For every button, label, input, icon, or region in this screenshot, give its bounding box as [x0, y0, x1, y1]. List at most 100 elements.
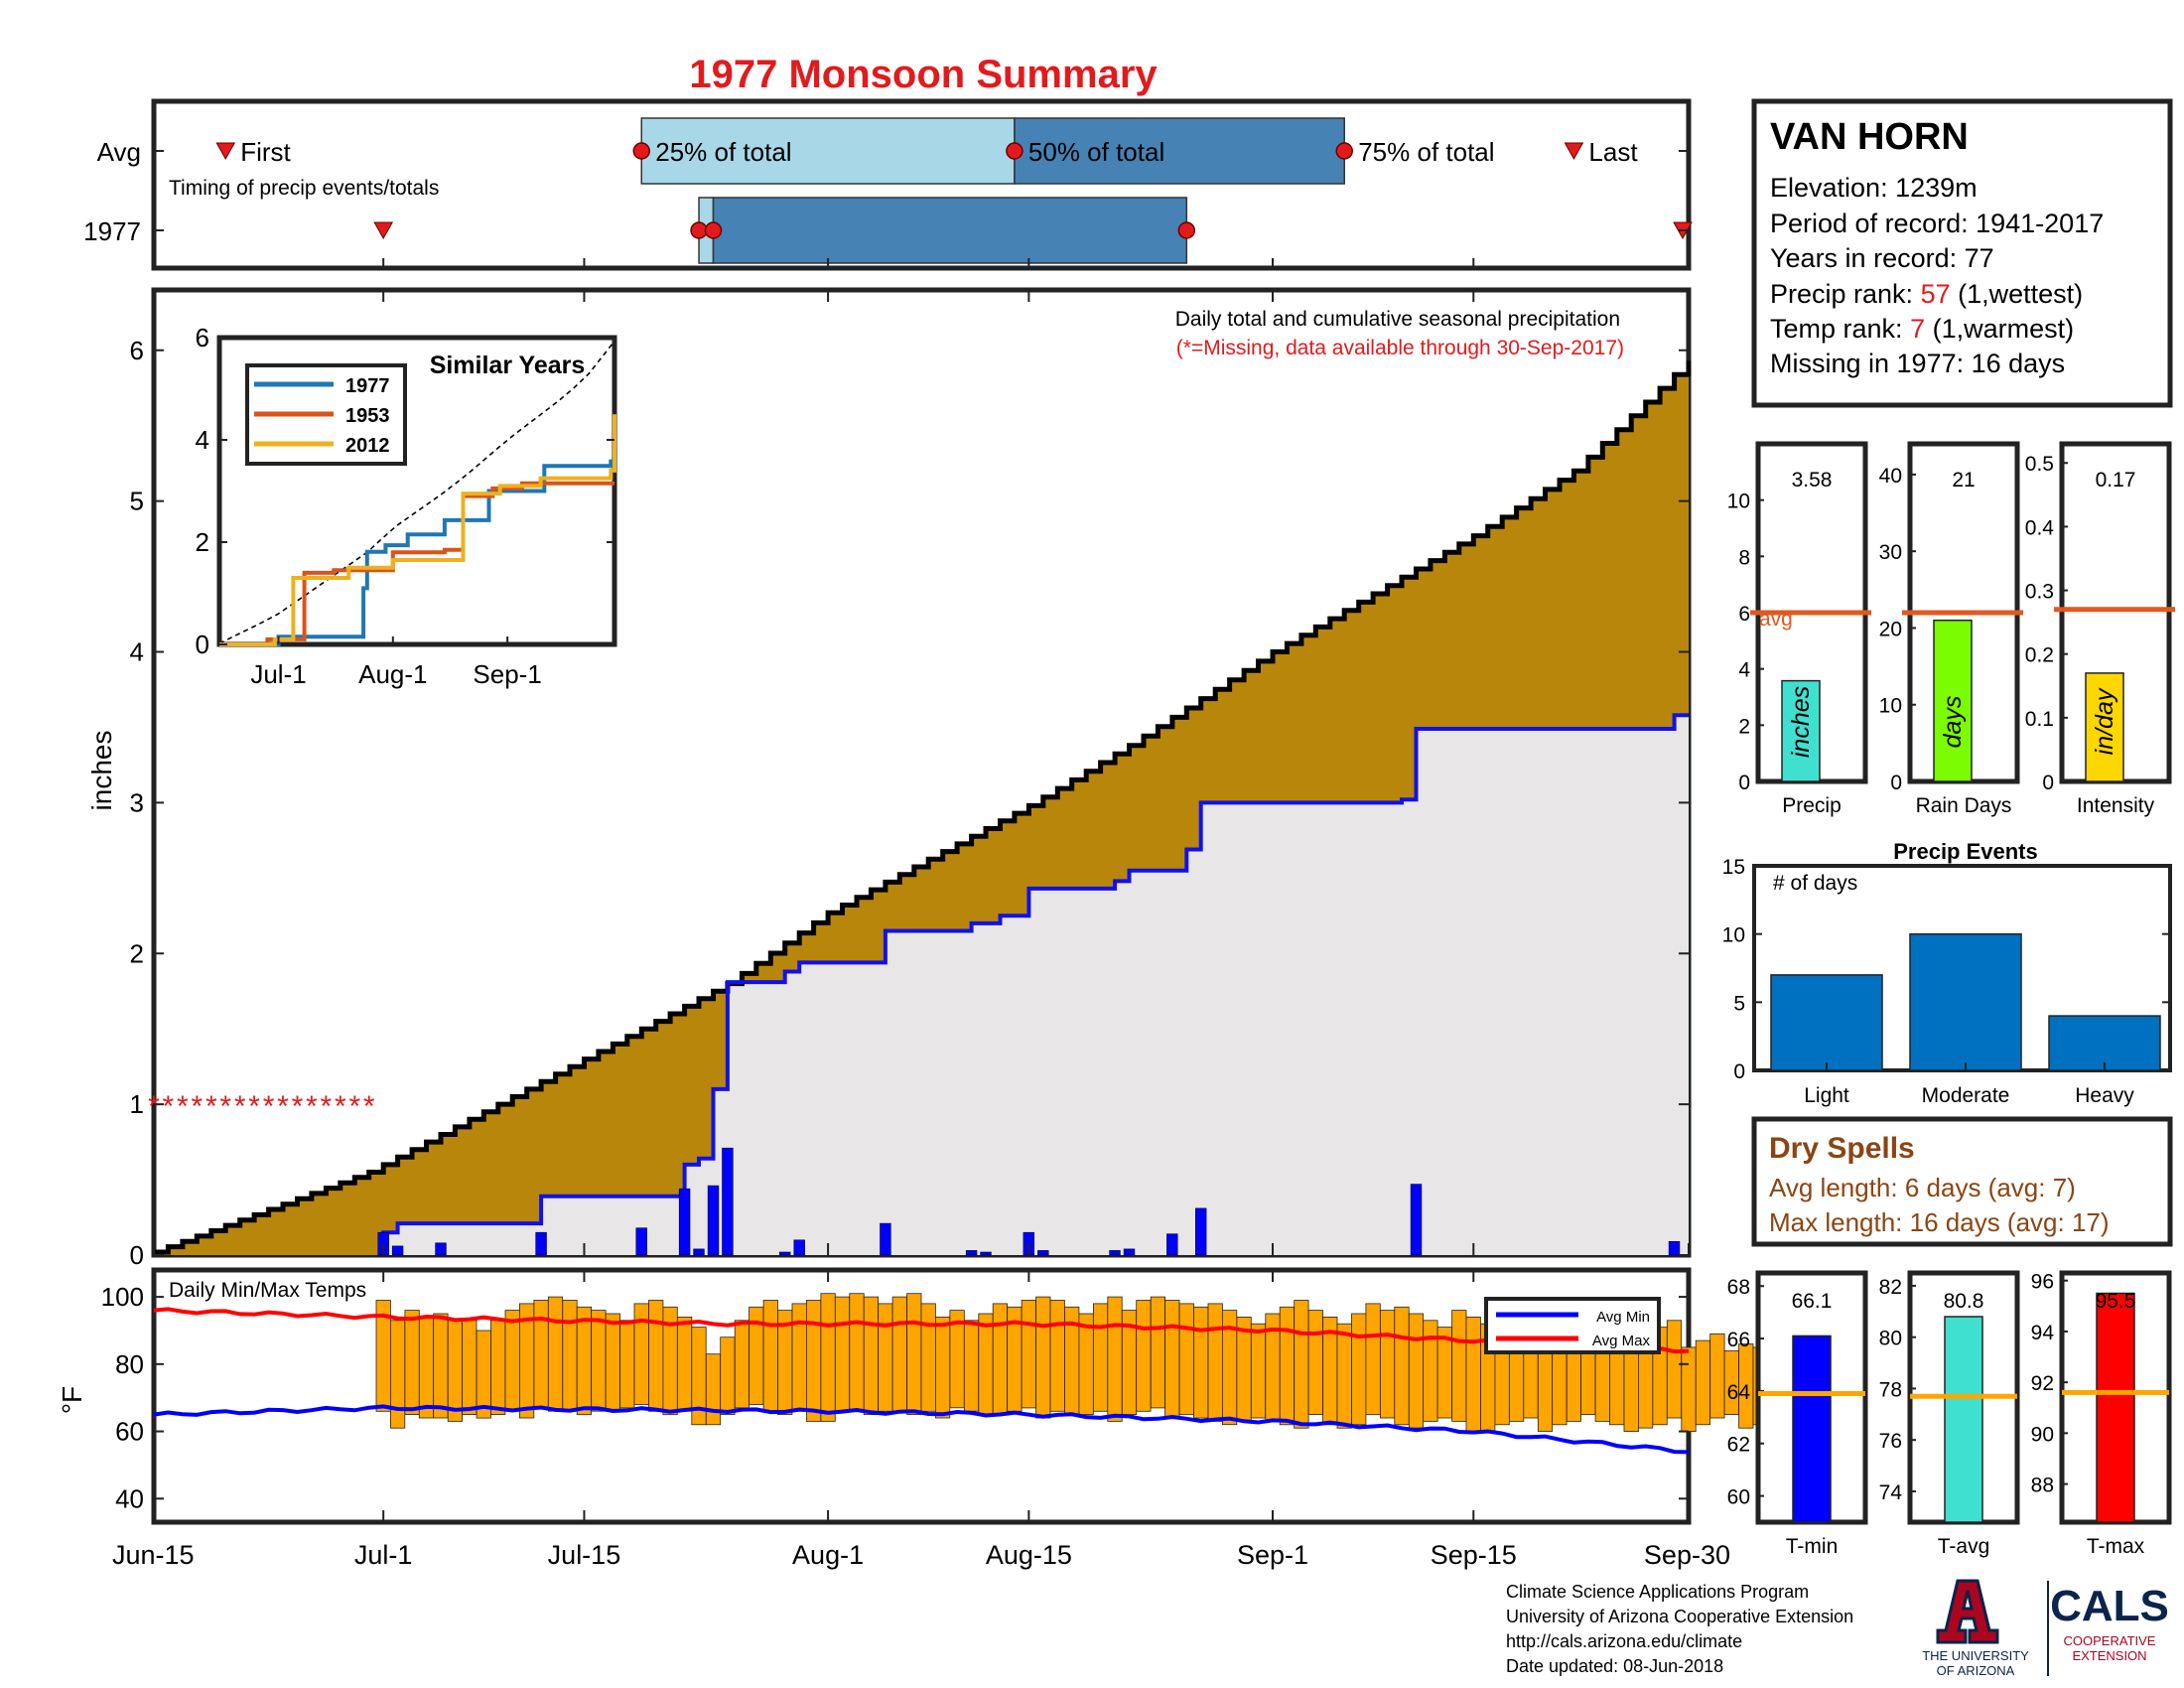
- daily-precip-bar: [635, 1227, 647, 1256]
- x-tick-label: Jul-15: [548, 1540, 621, 1570]
- missing-marker: *: [306, 1090, 318, 1123]
- temp-summary-y-tick-label: 82: [1879, 1276, 1902, 1299]
- daily-temp-bar: [720, 1336, 736, 1415]
- daily-temp-bar: [1107, 1296, 1123, 1422]
- x-tick-label: Sep-1: [1237, 1540, 1308, 1570]
- events-y-tick-label: 15: [1722, 856, 1745, 879]
- daily-temp-bar: [389, 1320, 406, 1429]
- daily-precip-bar: [793, 1239, 805, 1256]
- daily-precip-bar: [1410, 1184, 1423, 1256]
- legend-2012: 2012: [345, 435, 390, 457]
- first-label: First: [240, 137, 291, 167]
- summary-bar-0: [1781, 679, 1821, 782]
- daily-temp-bar: [1164, 1300, 1180, 1419]
- summary-bar-1: [1933, 619, 1973, 782]
- station-period: Period of record: 1941-2017: [1770, 209, 2104, 238]
- similar-years-legend: 1977 1953 2012: [245, 363, 407, 466]
- year-percentile-marker: [704, 221, 723, 239]
- daily-temp-bar: [1365, 1303, 1381, 1416]
- temp-label: Daily Min/Max Temps: [169, 1279, 366, 1302]
- daily-temp-bar: [1049, 1300, 1065, 1412]
- daily-temp-bar: [1078, 1313, 1094, 1415]
- daily-temp-bar: [1193, 1306, 1209, 1419]
- summary-y-tick-label: 0: [1738, 772, 1750, 794]
- percentile-label: 50% of total: [1028, 137, 1164, 167]
- daily-precip-bar: [1037, 1250, 1049, 1256]
- timing-panel: Avg 1977 Timing of precip events/totals …: [83, 98, 1693, 271]
- daily-temp-bar: [1021, 1300, 1036, 1409]
- temp-y-tick-label: 40: [115, 1483, 144, 1513]
- missing-marker: *: [219, 1090, 231, 1123]
- summary-y-tick-label: 0.4: [2025, 516, 2055, 539]
- events-bar-light: [1770, 974, 1883, 1071]
- x-tick-label: Sep-30: [1644, 1540, 1730, 1570]
- daily-temp-bar: [806, 1300, 822, 1422]
- avg-min-line: [153, 1404, 1690, 1455]
- daily-temp-bar: [762, 1300, 778, 1412]
- year-percentile-marker: [1177, 221, 1196, 239]
- y-tick-label: 0: [130, 1240, 144, 1270]
- daily-temp-bar: [1408, 1313, 1425, 1429]
- avg-q25-q50-box: [640, 117, 1016, 185]
- precip-events-panel: Precip Events # of days 0 5 10 15 Light Moder…: [1722, 839, 2172, 1107]
- precip-events-ylabel: # of days: [1773, 872, 1857, 895]
- missing-marker: *: [277, 1090, 289, 1123]
- inset-y-tick-label: 6: [196, 323, 209, 352]
- daily-precip-bar: [1109, 1250, 1121, 1256]
- footer-line-1: Climate Science Applications Program: [1506, 1582, 1809, 1602]
- avg-first-marker: [215, 142, 236, 161]
- daily-temp-bar: [734, 1320, 751, 1409]
- daily-temp-bar: [1695, 1339, 1710, 1426]
- footer-line-3: http://cals.arizona.edu/climate: [1506, 1631, 1742, 1651]
- missing-marker: *: [348, 1090, 360, 1123]
- timing-row-label-avg: Avg: [97, 137, 141, 167]
- x-tick-label: Aug-1: [792, 1540, 864, 1570]
- station-info: VAN HORN Elevation: 1239m Period of reco…: [1751, 98, 2173, 408]
- summary-bar-2: [2085, 672, 2124, 782]
- x-axis-labels: Jun-15 Jul-1 Jul-15 Aug-1 Aug-15 Sep-1 Sep-15 S…: [112, 1540, 1730, 1570]
- daily-temp-bar: [1150, 1296, 1165, 1409]
- events-label: Light: [1804, 1084, 1849, 1107]
- events-label: Moderate: [1922, 1084, 2010, 1107]
- daily-temp-bar: [605, 1313, 620, 1412]
- last-label: Last: [1588, 137, 1638, 167]
- station-precip-rank: Precip rank: 57 (1,wettest): [1770, 279, 2083, 309]
- events-label: Heavy: [2075, 1084, 2134, 1107]
- footer-line-4: Date updated: 08-Jun-2018: [1506, 1656, 1723, 1676]
- events-y-tick-label: 10: [1722, 924, 1745, 947]
- legend-1977: 1977: [345, 375, 390, 397]
- summary-y-tick-label: 0.2: [2025, 644, 2054, 667]
- daily-temp-bar: [1666, 1320, 1683, 1419]
- daily-temp-bar: [1681, 1346, 1697, 1433]
- inset-y-tick-label: 4: [196, 425, 209, 455]
- daily-precip-bar: [1668, 1241, 1681, 1256]
- x-tick-label: Aug-15: [986, 1540, 1072, 1570]
- percentile-label: 75% of total: [1358, 137, 1494, 167]
- daily-temp-bar: [705, 1353, 722, 1426]
- daily-precip-bar: [391, 1245, 404, 1256]
- temp-summary-bar-1: [1944, 1316, 1983, 1523]
- events-y-tick-label: 0: [1733, 1060, 1745, 1083]
- inset-y-tick-label: 2: [196, 527, 209, 557]
- y-tick-label: 6: [130, 336, 144, 365]
- station-temp-rank: Temp rank: 7 (1,warmest): [1770, 314, 2074, 344]
- summary-unit-0: inches: [1787, 686, 1815, 758]
- daily-temp-bar: [648, 1300, 664, 1412]
- daily-temp-bar: [619, 1320, 635, 1409]
- summary-label-0: Precip: [1782, 794, 1842, 817]
- dry-spells: Dry Spells Avg length: 6 days (avg: 7) M…: [1751, 1116, 2173, 1247]
- station-missing: Missing in 1977: 16 days: [1770, 349, 2065, 378]
- daily-temp-bar: [1250, 1323, 1267, 1419]
- summary-y-tick-label: 10: [1727, 491, 1750, 513]
- temp-summary-y-tick-label: 64: [1727, 1381, 1751, 1404]
- summary-y-tick-label: 8: [1738, 546, 1750, 569]
- daily-temp-bar: [404, 1310, 420, 1415]
- year-cumulative-line: [381, 713, 1689, 1255]
- summary-value-2: 0.17: [2096, 469, 2136, 492]
- precip-panel: * * * * * * * * * * * * * * * * Daily total and cumulat…: [86, 287, 1692, 1270]
- cals-wordmark: CALS: [2050, 1582, 2169, 1630]
- inset-x-tick-label: Aug-1: [358, 659, 427, 689]
- daily-precip-bar: [778, 1251, 791, 1256]
- y-tick-label: 2: [130, 938, 144, 968]
